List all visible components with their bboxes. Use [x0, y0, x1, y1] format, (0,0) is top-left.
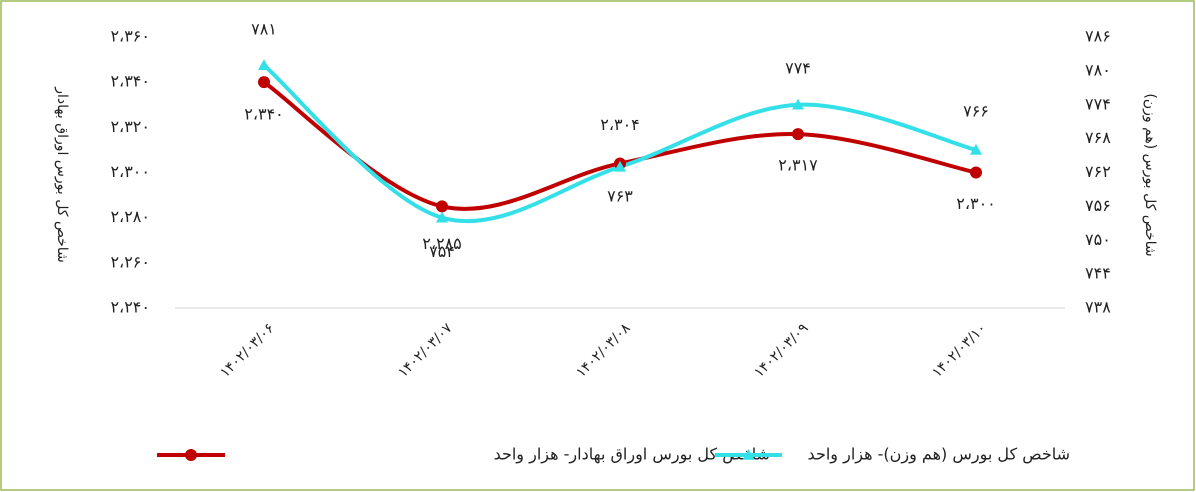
marker: [970, 143, 982, 155]
legend-marker: [185, 449, 197, 461]
y2-tick-label: ۷۷۴: [1085, 94, 1111, 113]
data-label: ۲،۳۰۴: [600, 115, 640, 134]
data-label: ۷۶۳: [607, 186, 633, 205]
y2-tick-label: ۷۵۰: [1085, 230, 1111, 249]
data-label: ۲،۳۰۰: [956, 194, 996, 213]
marker: [258, 76, 270, 89]
y2-tick-label: ۷۶۸: [1085, 128, 1111, 147]
marker: [436, 211, 448, 223]
y-axis-label: شاخص کل بورس اوراق بهادار: [54, 86, 70, 263]
data-label: ۷۵۴: [429, 242, 455, 261]
y-tick-label: ۲،۳۴۰: [110, 72, 150, 91]
y2-tick-label: ۷۸۰: [1085, 60, 1111, 79]
y2-tick-label: ۷۶۲: [1085, 162, 1111, 181]
data-label: ۲،۳۴۰: [244, 105, 284, 124]
y-tick-label: ۲،۳۲۰: [110, 117, 150, 136]
y-tick-label: ۲،۳۶۰: [110, 27, 150, 46]
marker: [792, 128, 804, 141]
legend-marker: [742, 449, 755, 460]
y2-tick-label: ۷۸۶: [1085, 27, 1111, 46]
line: [262, 63, 977, 224]
legend-label: شاخص کل بورس اوراق بهادار- هزار واحد: [494, 445, 770, 465]
marker: [436, 200, 448, 213]
y2-tick-label: ۷۳۸: [1085, 298, 1111, 317]
y-tick-label: ۲،۲۸۰: [110, 207, 150, 226]
marker: [614, 160, 626, 172]
marker: [258, 59, 270, 71]
y2-axis-label: شاخص کل بورس (هم وزن): [1142, 93, 1158, 256]
data-label: ۷۷۴: [785, 58, 811, 77]
y2-tick-label: ۷۵۶: [1085, 196, 1111, 215]
legend-label: شاخص کل بورس (هم وزن)- هزار واحد: [808, 445, 1070, 465]
marker: [970, 166, 982, 179]
y-tick-label: ۲،۲۶۰: [110, 252, 150, 271]
y-tick-label: ۲،۲۴۰: [110, 298, 150, 317]
data-label: ۲،۳۱۷: [778, 156, 818, 175]
marker: [792, 98, 804, 110]
y2-tick-label: ۷۴۴: [1085, 264, 1111, 283]
data-label: ۲،۲۸۵: [422, 234, 462, 253]
y-tick-label: ۲،۳۰۰: [110, 162, 150, 181]
data-label: ۷۸۱: [251, 20, 277, 39]
data-label: ۷۶۶: [963, 101, 989, 120]
